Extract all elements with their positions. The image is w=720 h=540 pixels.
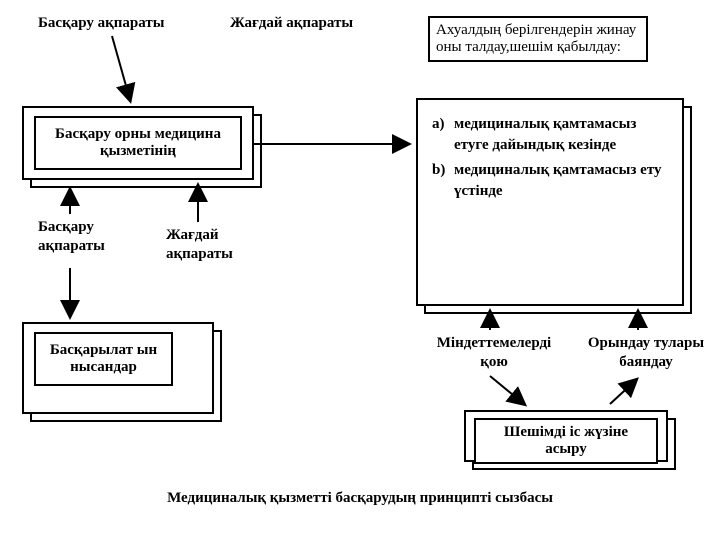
diagram-canvas: Басқару ақпараты Жағдай ақпараты Ахуалды… xyxy=(0,0,720,540)
label-state-info-mid: Жағдай ақпараты xyxy=(166,226,233,264)
node-med-service: Басқару орны медицина қызметінің xyxy=(22,106,254,180)
node-right-header-text: Ахуалдың берілгендерін жинау оны талдау,… xyxy=(436,22,636,55)
node-right-header: Ахуалдың берілгендерін жинау оны талдау,… xyxy=(428,16,648,62)
label-control-info-mid: Басқару ақпараты xyxy=(38,218,105,256)
node-right-list-a-text: медициналық қамтамасыз етуге дайындық ке… xyxy=(454,114,672,156)
node-implement-text: Шешімді іс жүзіне асыру xyxy=(504,424,628,457)
label-control-info-top: Басқару ақпараты xyxy=(38,14,164,33)
arrow-tasks-down xyxy=(490,376,524,404)
arrow-tl-to-med xyxy=(112,36,130,100)
node-med-service-text: Басқару орны медицина қызметінің xyxy=(42,126,234,160)
label-state-info-top: Жағдай ақпараты xyxy=(230,14,353,33)
node-implement: Шешімді іс жүзіне асыру xyxy=(464,410,668,462)
arrow-impl-to-reports xyxy=(610,380,636,404)
node-managed-text: Басқарылат ын нысандар xyxy=(42,342,165,376)
node-right-list-b-text: медициналық қамтамасыз ету үстінде xyxy=(454,160,672,202)
node-right-list: a) медициналық қамтамасыз етуге дайындық… xyxy=(416,98,684,306)
label-reports: Орындау тулары баяндау xyxy=(578,334,714,372)
label-tasks: Міндеттемелерді қою xyxy=(418,334,570,372)
node-managed: Басқарылат ын нысандар xyxy=(22,322,214,414)
diagram-caption: Медициналық қызметті басқарудың принципт… xyxy=(110,490,610,507)
